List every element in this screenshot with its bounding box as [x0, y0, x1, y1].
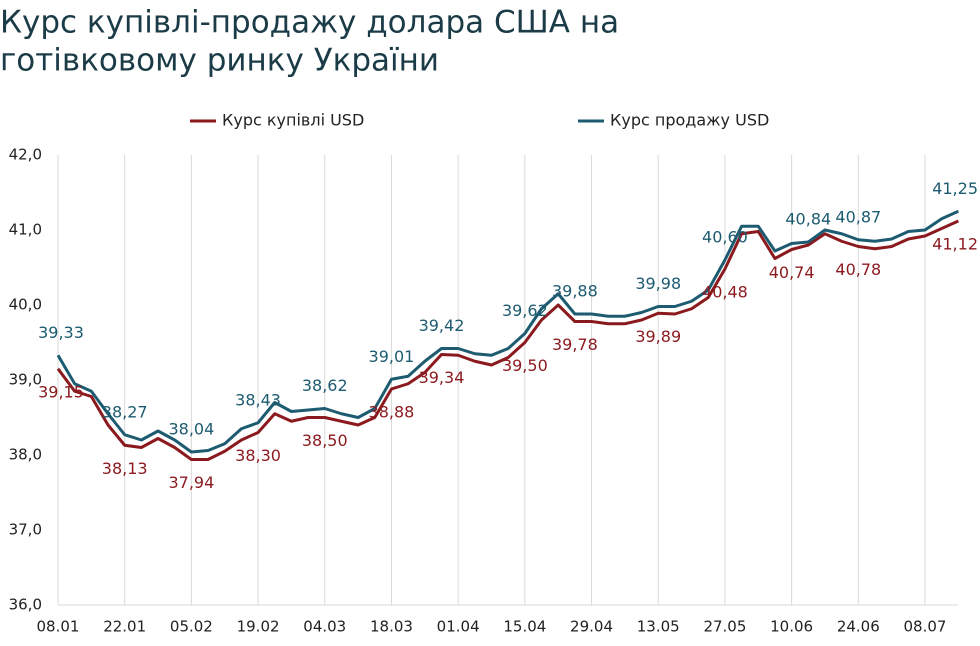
- x-tick-label: 27.05: [703, 618, 746, 636]
- data-label: 40,48: [702, 283, 748, 302]
- y-tick-label: 37,0: [9, 521, 42, 539]
- x-tick-label: 15.04: [503, 618, 546, 636]
- x-tick-label: 01.04: [437, 618, 480, 636]
- y-tick-label: 42,0: [9, 146, 42, 164]
- data-label: 39,88: [552, 282, 598, 301]
- data-label: 39,33: [38, 323, 84, 342]
- x-tick-label: 18.03: [370, 618, 413, 636]
- x-tick-label: 19.02: [237, 618, 280, 636]
- data-label: 38,04: [168, 420, 214, 439]
- legend-label: Курс купівлі USD: [222, 111, 364, 130]
- y-tick-label: 36,0: [9, 596, 42, 614]
- data-label: 38,30: [235, 446, 281, 465]
- data-label: 39,78: [552, 335, 598, 354]
- legend-label: Курс продажу USD: [610, 111, 769, 130]
- y-tick-label: 41,0: [9, 221, 42, 239]
- chart-title: Курс купівлі-продажу долара США на: [0, 5, 619, 41]
- data-label: 38,43: [235, 390, 281, 409]
- data-label: 39,89: [635, 327, 681, 346]
- data-label: 38,62: [302, 376, 348, 395]
- data-label: 38,13: [102, 459, 148, 478]
- series-line: [56, 219, 959, 461]
- x-tick-label: 05.02: [170, 618, 213, 636]
- x-tick-label: 24.06: [837, 618, 880, 636]
- data-label: 40,60: [702, 228, 748, 247]
- series-line: [56, 209, 959, 454]
- data-label: 38,27: [102, 402, 148, 421]
- data-label: 41,25: [932, 179, 978, 198]
- x-tick-label: 29.04: [570, 618, 613, 636]
- data-label: 39,98: [635, 274, 681, 293]
- y-tick-label: 40,0: [9, 296, 42, 314]
- data-label: 39,01: [369, 347, 415, 366]
- data-label: 39,42: [419, 316, 465, 335]
- x-tick-label: 08.07: [904, 618, 947, 636]
- data-label: 39,34: [419, 368, 465, 387]
- data-label: 40,84: [785, 210, 831, 229]
- data-label: 40,78: [835, 260, 881, 279]
- data-label: 39,62: [502, 301, 548, 320]
- data-label: 38,88: [369, 403, 415, 422]
- x-tick-label: 22.01: [103, 618, 146, 636]
- data-label: 41,12: [932, 235, 978, 254]
- data-label: 37,94: [168, 473, 214, 492]
- data-label: 39,15: [38, 382, 84, 401]
- data-label: 38,50: [302, 431, 348, 450]
- x-tick-label: 13.05: [637, 618, 680, 636]
- y-tick-label: 39,0: [9, 371, 42, 389]
- chart-title: готівковому ринку України: [0, 43, 439, 79]
- x-tick-label: 08.01: [37, 618, 80, 636]
- x-tick-label: 04.03: [303, 618, 346, 636]
- x-tick-label: 10.06: [770, 618, 813, 636]
- data-label: 40,74: [769, 263, 815, 282]
- y-tick-label: 38,0: [9, 446, 42, 464]
- data-label: 40,87: [835, 207, 881, 226]
- data-label: 39,50: [502, 356, 548, 375]
